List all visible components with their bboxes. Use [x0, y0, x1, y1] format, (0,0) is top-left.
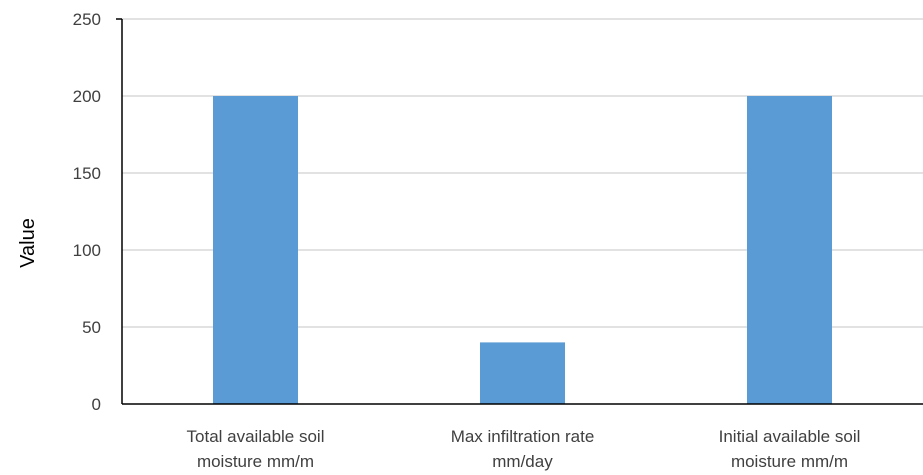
x-tick-label: Total available soil moisture mm/m	[187, 427, 325, 471]
x-tick-label-line: moisture mm/m	[731, 452, 848, 471]
x-tick-label-line: Total available soil	[187, 427, 325, 446]
x-tick-label-line: Max infiltration rate	[451, 427, 595, 446]
y-tick-labels: 0 50 100 150 200 250	[73, 10, 101, 414]
bars	[213, 96, 832, 404]
x-tick-label-line: mm/day	[492, 452, 553, 471]
y-tick-label: 100	[73, 241, 101, 260]
axes	[116, 18, 923, 405]
bar	[747, 96, 832, 404]
y-tick-label: 200	[73, 87, 101, 106]
bar	[213, 96, 298, 404]
y-axis-title: Value	[17, 218, 39, 268]
y-tick-label: 150	[73, 164, 101, 183]
x-tick-label: Max infiltration rate mm/day	[451, 427, 595, 471]
x-tick-label: Initial available soil moisture mm/m	[719, 427, 861, 471]
y-tick-label: 250	[73, 10, 101, 29]
x-category-labels: Total available soil moisture mm/m Max inf…	[187, 427, 861, 471]
bar	[480, 342, 565, 404]
x-tick-label-line: moisture mm/m	[197, 452, 314, 471]
x-tick-label-line: Initial available soil	[719, 427, 861, 446]
y-tick-label: 50	[82, 318, 101, 337]
y-tick-label: 0	[92, 395, 101, 414]
